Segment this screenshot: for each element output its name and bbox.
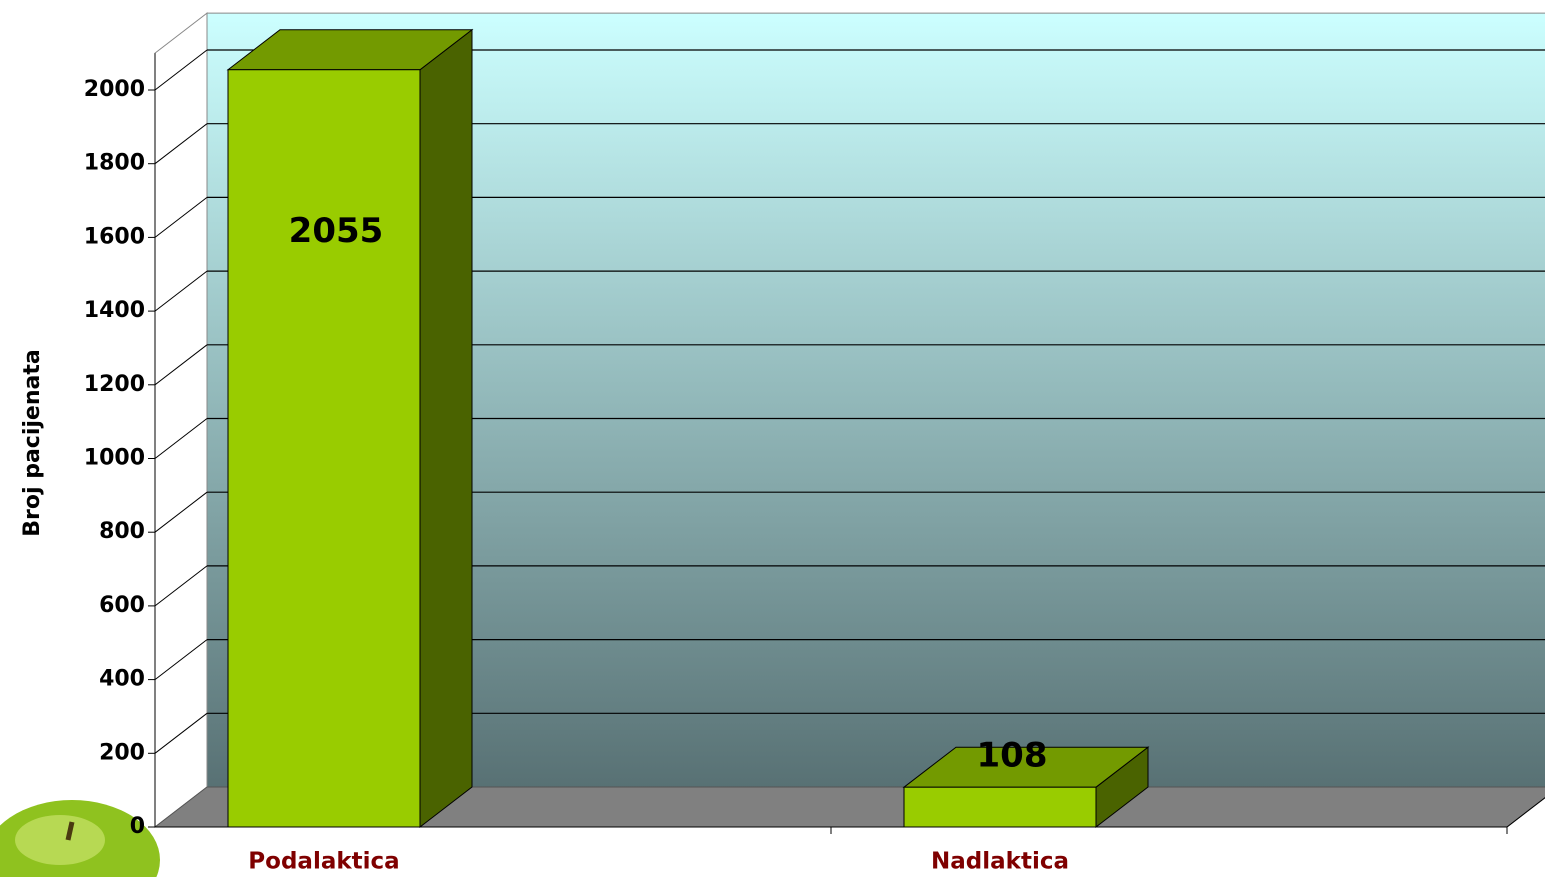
x-tick-label: Nadlaktica (931, 849, 1069, 875)
grid-line-side (154, 344, 208, 386)
grid-line-side (154, 49, 208, 91)
x-tick-label: Podalaktica (248, 849, 399, 875)
y-tick-label: 1800 (84, 151, 145, 176)
y-tick-label: 1000 (84, 446, 145, 471)
side-wall (154, 12, 208, 829)
grid-line-side (154, 712, 208, 754)
data-label: 2055 (289, 211, 384, 251)
grid-line-side (154, 123, 208, 165)
grid-line-side (154, 565, 208, 607)
grid-line-side (154, 270, 208, 312)
y-tick-label: 800 (99, 519, 145, 544)
grid-line-side (154, 639, 208, 680)
y-tick-label: 2000 (84, 77, 145, 102)
x-axis-end (1506, 797, 1545, 828)
y-axis-title: Broj pacijenata (20, 349, 45, 536)
y-tick-label: 0 (130, 814, 145, 839)
y-tick-label: 600 (99, 593, 145, 618)
bar (227, 69, 421, 828)
apple-decoration (0, 800, 160, 877)
bar-side (419, 28, 473, 829)
data-label: 108 (977, 736, 1048, 776)
y-tick-label: 1200 (84, 372, 145, 397)
y-tick-label: 1600 (84, 224, 145, 249)
grid-line-side (154, 418, 208, 459)
y-tick-label: 400 (99, 667, 145, 692)
y-tick-label: 200 (99, 740, 145, 765)
y-tick-label: 1400 (84, 298, 145, 323)
grid-line-side (154, 491, 208, 533)
bar (903, 786, 1097, 828)
grid-line-side (154, 197, 208, 238)
